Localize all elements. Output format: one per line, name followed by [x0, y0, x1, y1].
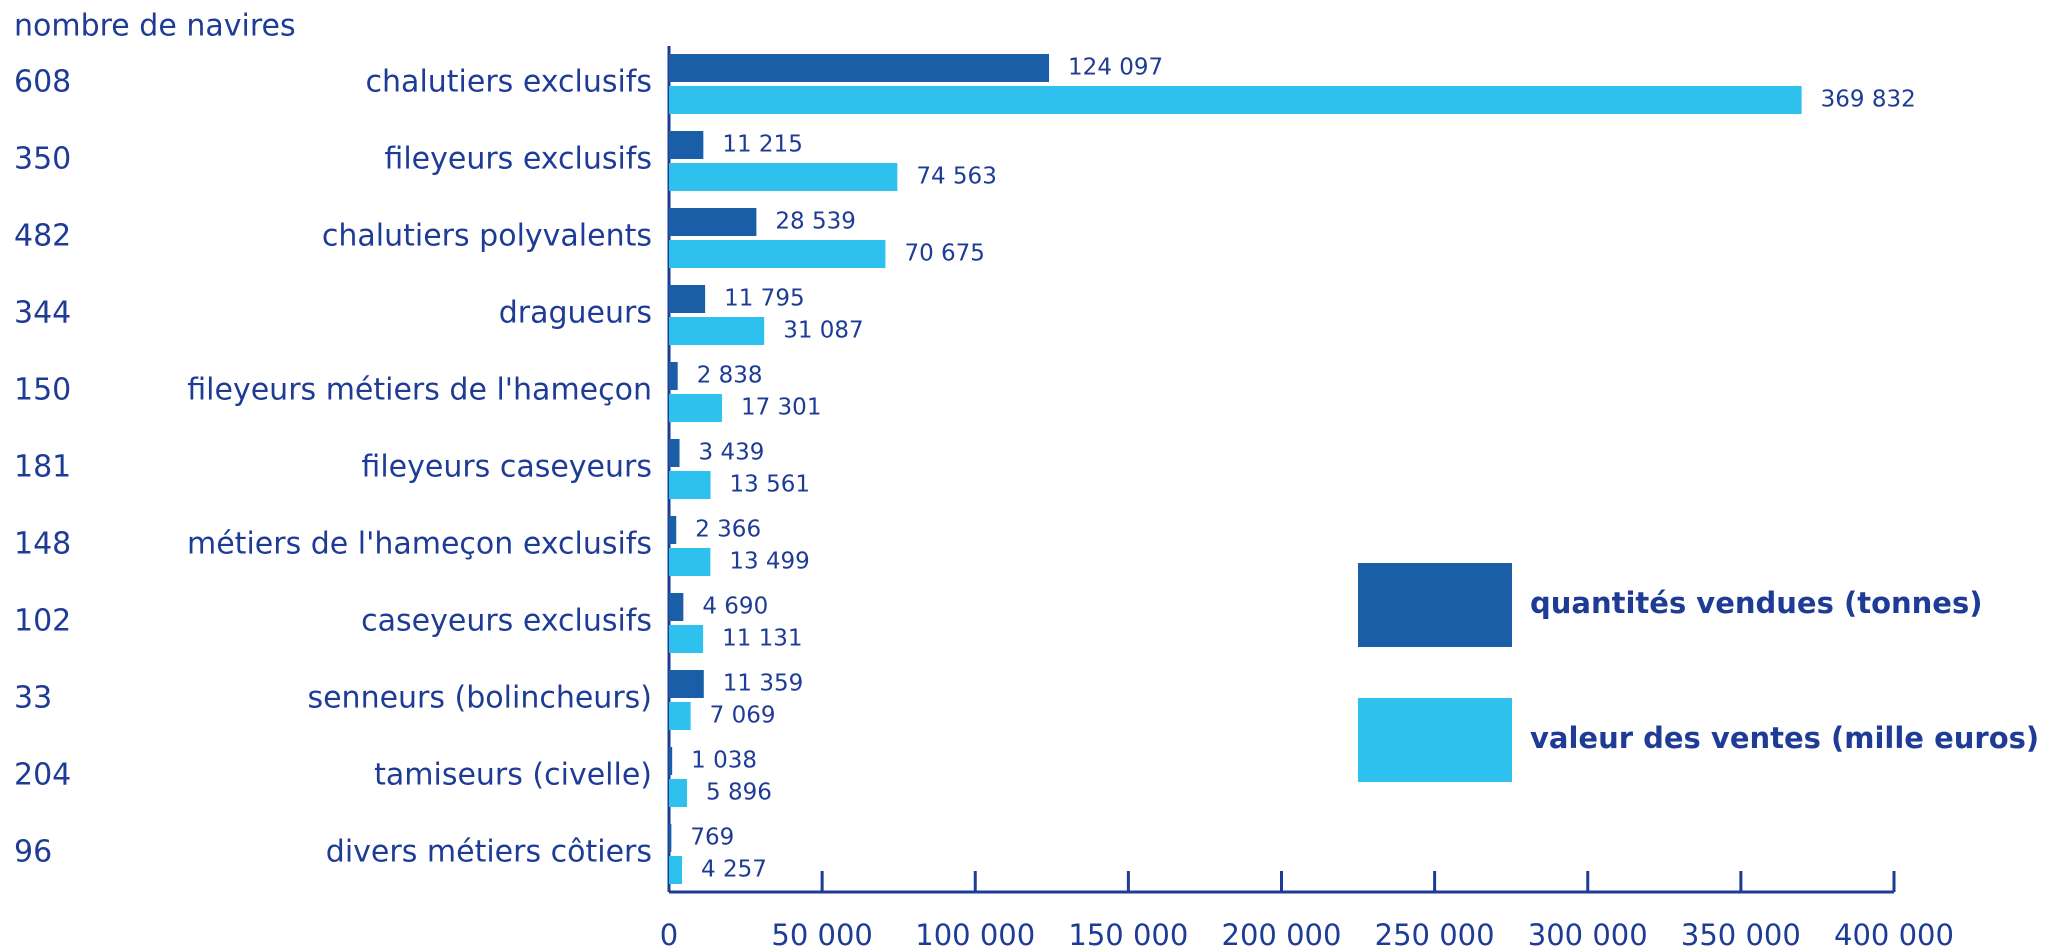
value-label: 2 838: [697, 363, 763, 389]
bar: [669, 702, 691, 730]
count-label: 482: [14, 219, 71, 254]
value-label: 31 087: [783, 318, 863, 344]
value-label: 11 215: [722, 132, 802, 158]
value-label: 7 069: [710, 703, 776, 729]
x-tick-label: 400 000: [1834, 918, 1954, 952]
bar: [669, 439, 680, 467]
value-label: 3 439: [699, 440, 765, 466]
value-label: 369 832: [1821, 87, 1916, 113]
bar: [669, 625, 704, 653]
value-label: 769: [690, 825, 734, 851]
bar: [669, 394, 722, 422]
legend-label: quantités vendues (tonnes): [1530, 586, 1982, 620]
category-label: divers métiers côtiers: [326, 835, 652, 870]
count-label: 148: [14, 527, 71, 562]
x-tick-label: 350 000: [1681, 918, 1801, 952]
bar: [669, 516, 677, 544]
bar: [669, 131, 704, 159]
value-label: 74 563: [916, 164, 996, 190]
count-label: 150: [14, 373, 71, 408]
category-label: fileyeurs métiers de l'hameçon: [187, 373, 652, 408]
value-label: 4 257: [701, 857, 767, 883]
bar: [669, 285, 706, 313]
value-label: 11 131: [722, 626, 802, 652]
bar: [669, 240, 886, 268]
x-tick-label: 250 000: [1375, 918, 1495, 952]
count-label: 204: [14, 758, 71, 793]
count-label: 350: [14, 142, 71, 177]
legend-label: valeur des ventes (mille euros): [1530, 721, 2039, 755]
category-label: fileyeurs caseyeurs: [361, 450, 652, 485]
value-label: 13 499: [729, 549, 809, 575]
value-label: 1 038: [691, 748, 757, 774]
category-label: caseyeurs exclusifs: [361, 604, 652, 639]
value-label: 5 896: [706, 780, 772, 806]
legend-swatch: [1358, 563, 1512, 647]
category-label: chalutiers exclusifs: [366, 65, 652, 100]
category-label: métiers de l'hameçon exclusifs: [187, 527, 652, 562]
bar: [669, 362, 678, 390]
x-tick-label: 100 000: [915, 918, 1035, 952]
value-label: 11 795: [724, 286, 804, 312]
x-tick-label: 150 000: [1068, 918, 1188, 952]
value-label: 11 359: [723, 671, 803, 697]
count-label: 608: [14, 65, 71, 100]
value-label: 2 366: [695, 517, 761, 543]
count-label: 181: [14, 450, 71, 485]
bar: [669, 747, 673, 775]
count-label: 102: [14, 604, 71, 639]
bar: [669, 208, 757, 236]
bar: [669, 856, 683, 884]
bar: [669, 824, 672, 852]
x-tick-label: 0: [660, 918, 678, 952]
value-label: 4 690: [702, 594, 768, 620]
value-label: 70 675: [904, 241, 984, 267]
bar: [669, 548, 711, 576]
x-tick-label: 50 000: [771, 918, 872, 952]
bar: [669, 471, 711, 499]
value-label: 13 561: [730, 472, 810, 498]
bar: [669, 86, 1802, 114]
value-label: 17 301: [741, 395, 821, 421]
count-label: 344: [14, 296, 71, 331]
bar: [669, 779, 688, 807]
category-label: fileyeurs exclusifs: [384, 142, 652, 177]
bar: [669, 317, 765, 345]
value-label: 28 539: [775, 209, 855, 235]
category-label: dragueurs: [499, 296, 652, 331]
value-label: 124 097: [1068, 55, 1163, 81]
legend-swatch: [1358, 698, 1512, 782]
bar: [669, 670, 704, 698]
category-label: senneurs (bolincheurs): [307, 681, 652, 716]
count-label: 33: [14, 681, 52, 716]
count-label: 96: [14, 835, 52, 870]
bar: [669, 54, 1050, 82]
x-tick-label: 200 000: [1222, 918, 1342, 952]
category-label: tamiseurs (civelle): [374, 758, 652, 793]
category-label: chalutiers polyvalents: [322, 219, 652, 254]
bar: [669, 163, 898, 191]
bar: [669, 593, 684, 621]
counts-header: nombre de navires: [14, 9, 296, 44]
x-tick-label: 300 000: [1528, 918, 1648, 952]
